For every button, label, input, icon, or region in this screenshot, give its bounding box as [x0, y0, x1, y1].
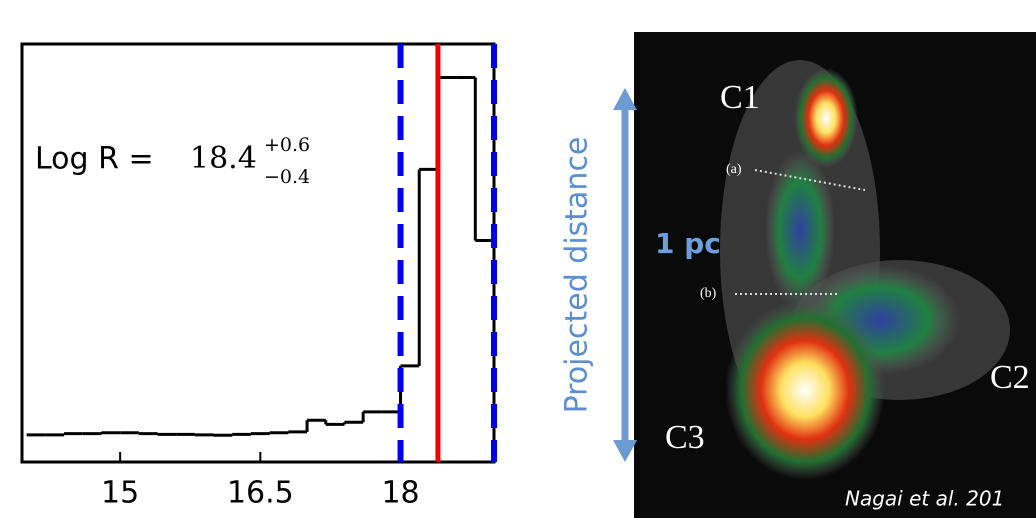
- cut-label: (a): [726, 162, 742, 177]
- component-label: C3: [665, 419, 705, 456]
- x-tick-label: 15: [101, 476, 139, 511]
- x-tick-label: 16.5: [227, 476, 294, 511]
- scale-label: 1 pc: [655, 227, 721, 260]
- axis-label: Projected distance: [560, 137, 595, 414]
- annotation: Log R =: [35, 142, 154, 177]
- x-tick-label: 18: [381, 476, 419, 511]
- credit: Nagai et al. 201: [845, 487, 1004, 511]
- annotation: 18.4: [190, 141, 257, 176]
- arrow-head: [613, 88, 637, 110]
- annotation: +0.6: [264, 134, 310, 156]
- cut-label: (b): [700, 286, 717, 301]
- component-label: C1: [720, 79, 760, 116]
- plot-frame: [20, 42, 496, 464]
- annotation: −0.4: [264, 166, 310, 188]
- component-label: C2: [990, 359, 1030, 396]
- arrow-head: [613, 440, 637, 462]
- radio-image: [634, 32, 1036, 518]
